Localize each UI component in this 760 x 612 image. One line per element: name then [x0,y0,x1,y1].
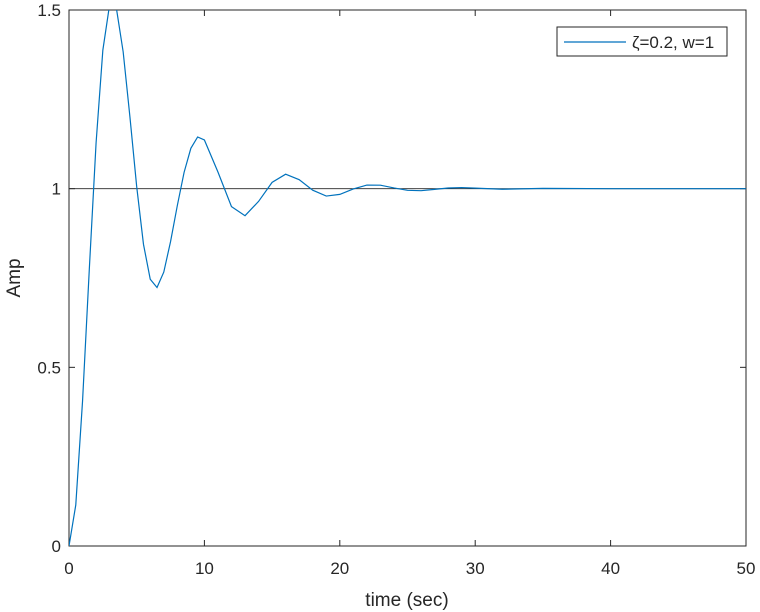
x-tick-label: 0 [64,559,73,578]
plot-area [68,9,747,547]
x-tick-label: 10 [195,559,214,578]
y-axis-label: Amp [4,258,25,297]
x-tick-label: 50 [737,559,756,578]
x-tick-label: 30 [466,559,485,578]
plot-content [69,10,746,546]
y-tick-label: 1.5 [37,1,61,20]
x-axis-label: time (sec) [365,590,448,611]
y-tick-label: 0.5 [37,358,61,377]
y-tick-label: 0 [52,537,61,556]
y-tick-label: 1 [52,180,61,199]
x-tick-label: 40 [601,559,620,578]
legend-label: ζ=0.2, w=1 [632,33,714,52]
data-line [69,10,746,546]
x-tick-label: 20 [330,559,349,578]
